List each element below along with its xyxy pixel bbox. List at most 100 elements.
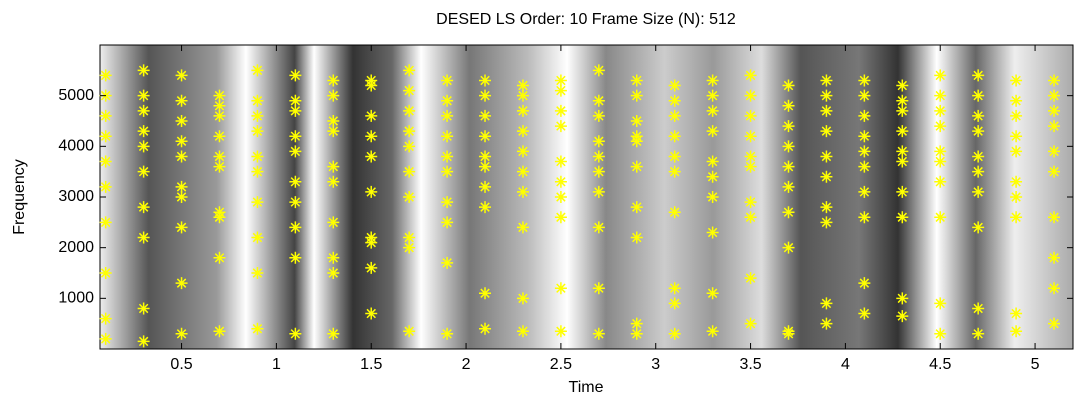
star-marker <box>441 150 454 163</box>
star-marker <box>554 175 567 188</box>
star-marker <box>668 94 681 107</box>
star-marker <box>1048 317 1061 330</box>
star-marker <box>365 261 378 274</box>
star-marker <box>630 317 643 330</box>
star-marker <box>896 211 909 224</box>
x-tick-label: 5 <box>1031 356 1040 373</box>
star-marker <box>858 145 871 158</box>
x-tick-label: 4.5 <box>929 356 951 373</box>
star-marker <box>744 196 757 209</box>
star-marker <box>251 267 264 279</box>
star-marker <box>289 69 302 82</box>
star-marker <box>1010 307 1023 320</box>
star-marker <box>251 109 264 122</box>
star-marker <box>820 216 833 229</box>
x-tick-label: 2 <box>462 356 471 373</box>
star-marker <box>706 74 719 87</box>
y-tick-label: 4000 <box>58 138 94 155</box>
star-marker <box>365 150 378 163</box>
star-marker <box>99 332 112 345</box>
star-marker <box>1048 282 1061 295</box>
star-marker <box>479 130 492 143</box>
star-marker <box>327 89 340 102</box>
star-marker <box>706 155 719 168</box>
star-marker <box>479 201 492 214</box>
star-marker <box>213 251 226 264</box>
star-marker <box>365 130 378 143</box>
star-marker <box>251 196 264 209</box>
star-marker <box>213 206 226 219</box>
y-tick-label: 5000 <box>58 87 94 104</box>
star-marker <box>858 160 871 173</box>
x-tick-label: 3 <box>651 356 660 373</box>
spectrogram <box>100 45 1073 349</box>
star-marker <box>403 241 416 254</box>
star-marker <box>1048 120 1061 133</box>
star-marker <box>934 69 947 82</box>
star-marker <box>516 145 529 158</box>
star-marker <box>934 175 947 188</box>
star-marker <box>972 125 985 138</box>
star-marker <box>744 109 757 122</box>
star-marker <box>630 89 643 102</box>
star-marker <box>934 120 947 133</box>
star-marker <box>516 185 529 198</box>
x-tick-label: 3.5 <box>739 356 761 373</box>
star-marker <box>403 191 416 203</box>
star-marker <box>744 317 757 330</box>
star-marker <box>479 160 492 173</box>
star-marker <box>1048 89 1061 102</box>
star-marker <box>516 221 529 234</box>
star-marker <box>289 327 302 340</box>
star-marker <box>858 307 871 320</box>
star-marker <box>896 292 909 305</box>
star-marker <box>516 89 529 102</box>
star-marker <box>706 125 719 138</box>
star-marker <box>820 74 833 87</box>
star-marker <box>820 297 833 310</box>
star-marker <box>441 196 454 209</box>
star-marker <box>934 211 947 224</box>
star-marker <box>858 109 871 122</box>
star-marker <box>213 130 226 143</box>
star-marker <box>327 175 340 188</box>
star-marker <box>972 221 985 234</box>
star-marker <box>972 185 985 198</box>
star-marker <box>516 104 529 117</box>
x-axis-label: Time <box>569 379 604 396</box>
star-marker <box>554 282 567 295</box>
star-marker <box>213 325 226 338</box>
star-marker <box>858 185 871 198</box>
star-marker <box>744 89 757 102</box>
star-marker <box>934 297 947 310</box>
star-marker <box>1048 74 1061 87</box>
star-marker <box>289 251 302 264</box>
star-marker <box>706 170 719 183</box>
y-tick-label: 3000 <box>58 188 94 205</box>
star-marker <box>441 109 454 122</box>
star-marker <box>1010 74 1023 87</box>
star-marker <box>1010 191 1023 203</box>
star-marker <box>820 104 833 117</box>
star-marker <box>858 211 871 224</box>
star-marker <box>1048 251 1061 264</box>
star-marker <box>1048 145 1061 158</box>
star-marker <box>820 317 833 330</box>
star-marker <box>630 74 643 87</box>
star-marker <box>289 221 302 234</box>
star-marker <box>592 327 605 340</box>
star-marker <box>251 125 264 138</box>
star-marker <box>137 64 150 77</box>
star-marker <box>972 69 985 82</box>
star-marker <box>289 145 302 158</box>
star-marker <box>592 64 605 77</box>
star-marker <box>820 170 833 183</box>
star-marker <box>403 325 416 338</box>
star-marker <box>668 130 681 143</box>
star-marker <box>782 99 795 112</box>
star-marker <box>554 104 567 117</box>
star-marker <box>934 89 947 102</box>
star-marker <box>99 130 112 143</box>
star-marker <box>403 231 416 244</box>
